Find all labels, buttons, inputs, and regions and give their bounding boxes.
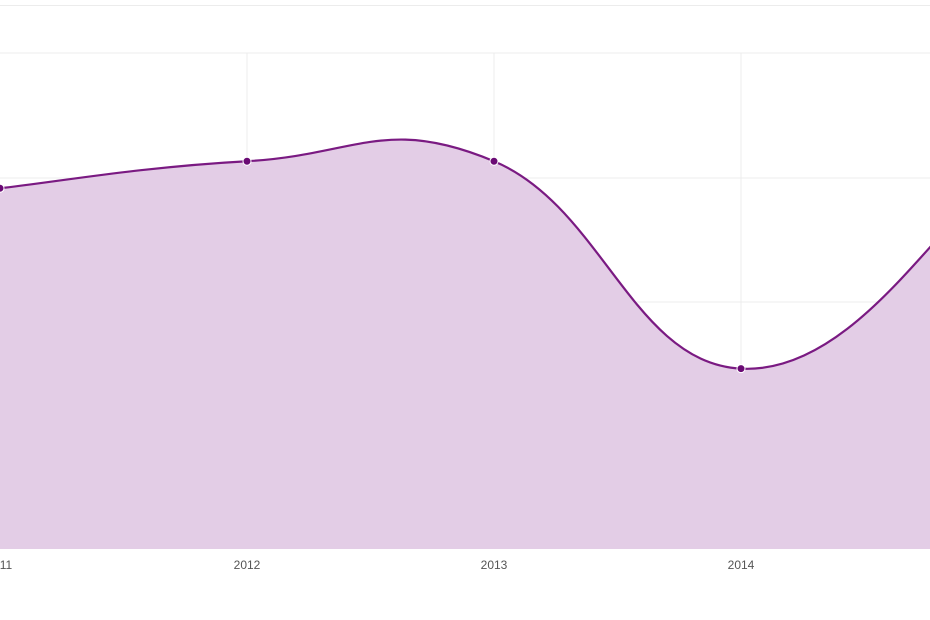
data-point[interactable] [736, 364, 746, 374]
series-line [0, 138, 930, 370]
area-fill [0, 139, 930, 549]
x-axis-ticks: 11 2012 2013 2014 [0, 558, 755, 572]
x-tick-label: 2014 [728, 558, 755, 572]
data-point[interactable] [489, 156, 499, 166]
data-points [0, 156, 746, 374]
data-point[interactable] [0, 183, 5, 193]
top-divider [0, 5, 930, 6]
x-tick-label: 2013 [481, 558, 508, 572]
x-tick-label: 11 [0, 558, 13, 572]
data-point[interactable] [242, 156, 252, 166]
x-tick-label: 2012 [234, 558, 261, 572]
